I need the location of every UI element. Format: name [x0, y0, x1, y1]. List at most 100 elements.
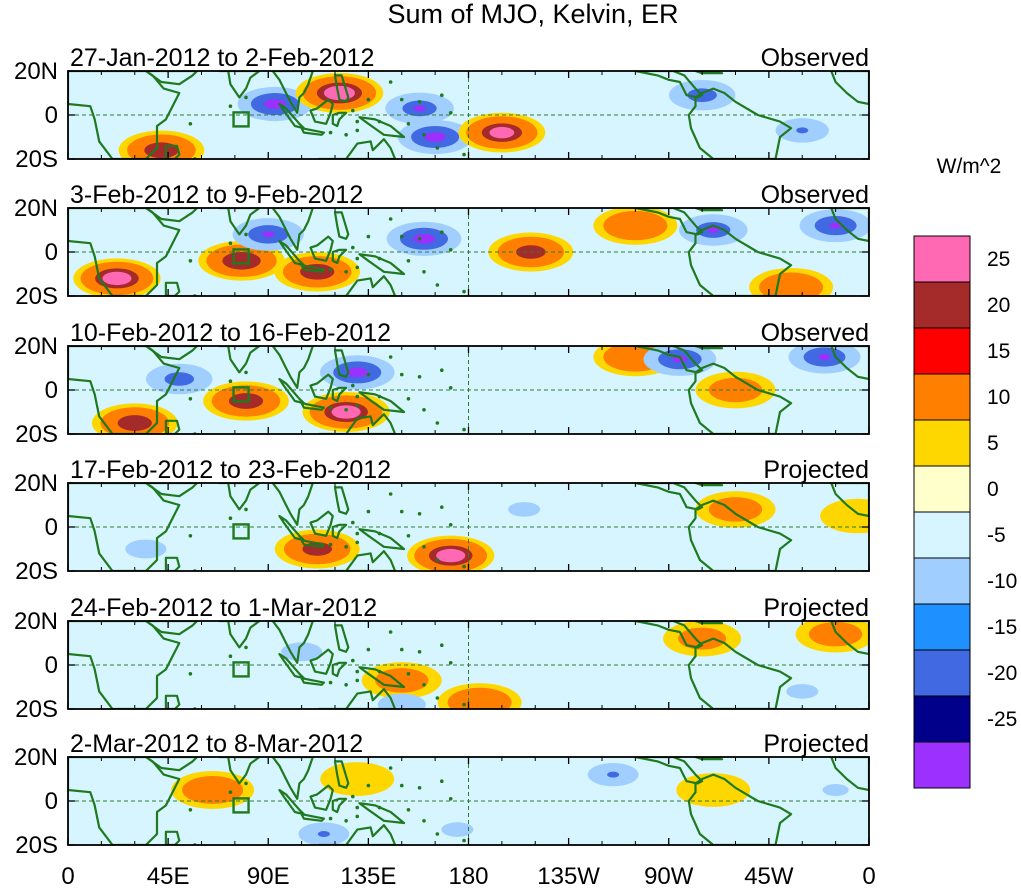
island — [366, 647, 371, 652]
colorbar-label: 15 — [987, 340, 1010, 363]
coastlines — [68, 346, 869, 434]
island — [388, 217, 393, 221]
x-axis: 0 45E 90E 135E 180 135W 90W 45W 0 — [61, 863, 875, 889]
coastline — [164, 694, 181, 709]
anomaly-contour — [796, 127, 809, 134]
coastline — [218, 483, 261, 511]
island — [422, 270, 426, 274]
coastline — [309, 235, 334, 262]
anomaly-contour — [424, 132, 446, 142]
coastline — [694, 346, 724, 350]
colorbar-swatch — [913, 465, 971, 513]
colorbar-swatch — [913, 419, 971, 467]
island — [188, 808, 193, 812]
island — [448, 111, 453, 115]
island — [440, 230, 444, 234]
island — [228, 379, 233, 384]
panel-period: 3-Feb-2012 to 9-Feb-2012 — [70, 181, 363, 209]
island — [399, 647, 404, 652]
anomaly-contour — [676, 773, 751, 807]
panel-period: 10-Feb-2012 to 16-Feb-2012 — [70, 319, 391, 347]
coastline — [687, 362, 793, 434]
panel-status: Projected — [763, 594, 869, 622]
island — [422, 819, 426, 823]
island — [355, 805, 360, 810]
coastline — [634, 757, 704, 785]
colorbar-label: -20 — [987, 662, 1017, 685]
island — [448, 661, 453, 665]
colorbar-label: 0 — [987, 478, 999, 501]
coastline — [318, 824, 397, 845]
island — [448, 386, 453, 390]
coastline — [300, 677, 325, 686]
island — [328, 405, 333, 410]
colorbar-swatch — [913, 373, 971, 421]
coastline — [218, 757, 261, 785]
anomaly-contour — [786, 684, 819, 699]
island — [355, 394, 360, 399]
anomaly-contour — [818, 354, 831, 360]
island — [188, 122, 193, 126]
anomaly-contour — [759, 272, 824, 296]
island — [448, 797, 453, 801]
island — [417, 786, 422, 790]
coastline — [271, 208, 314, 251]
anomaly-contour — [822, 784, 849, 796]
island — [344, 683, 348, 687]
y-tick-label: 0 — [45, 377, 58, 404]
panel-status: Projected — [763, 730, 869, 758]
island — [422, 133, 426, 137]
x-tick-label: 45W — [744, 863, 794, 889]
island — [328, 267, 333, 272]
island — [244, 232, 248, 237]
panels: 20N 0 20S 27-Jan-2012 to 2-Feb-2012 Observed… — [14, 44, 870, 859]
anomaly-contour — [413, 233, 435, 244]
coastline — [318, 275, 397, 296]
anomaly-field — [118, 72, 829, 159]
x-tick-label: 180 — [448, 863, 488, 889]
coastline — [144, 483, 199, 498]
panel-4: 20N 0 20S 17-Feb-2012 to 23-Feb-2012 Project… — [14, 456, 870, 585]
island — [388, 80, 393, 84]
island — [188, 397, 193, 401]
y-tick-label: 20S — [15, 832, 58, 859]
anomaly-contour — [317, 831, 330, 837]
x-tick-label: 0 — [862, 863, 875, 889]
colorbar-swatch — [913, 741, 971, 789]
island — [388, 492, 393, 496]
coastline — [164, 830, 181, 845]
island — [462, 838, 466, 843]
coastline — [68, 483, 181, 571]
y-tick-label: 20N — [14, 470, 58, 497]
island — [228, 654, 233, 658]
coastline — [694, 757, 724, 761]
anomaly-contour — [707, 227, 720, 233]
anomaly-contour — [320, 762, 395, 796]
index-region-box — [232, 248, 250, 265]
coastline — [634, 346, 704, 374]
island — [355, 678, 360, 683]
colorbar-label: 5 — [987, 432, 999, 455]
coastline — [333, 624, 350, 653]
x-tick-label: 135E — [340, 863, 396, 889]
coastline — [144, 621, 199, 636]
island — [355, 669, 360, 674]
panel-status: Observed — [761, 44, 869, 72]
coastline — [68, 346, 181, 434]
island — [355, 531, 360, 536]
y-tick-label: 20N — [14, 744, 58, 771]
island — [435, 558, 440, 562]
anomaly-field — [73, 208, 869, 296]
island — [417, 650, 422, 654]
island — [417, 100, 422, 104]
index-region-box — [232, 386, 250, 403]
island — [366, 234, 371, 239]
island — [422, 408, 426, 412]
island — [462, 427, 466, 432]
anomaly-contour — [281, 642, 323, 662]
colorbar-swatch — [913, 281, 971, 329]
island — [228, 790, 233, 794]
island — [355, 403, 360, 408]
coastline — [271, 757, 314, 800]
colorbar-swatch — [913, 695, 971, 743]
